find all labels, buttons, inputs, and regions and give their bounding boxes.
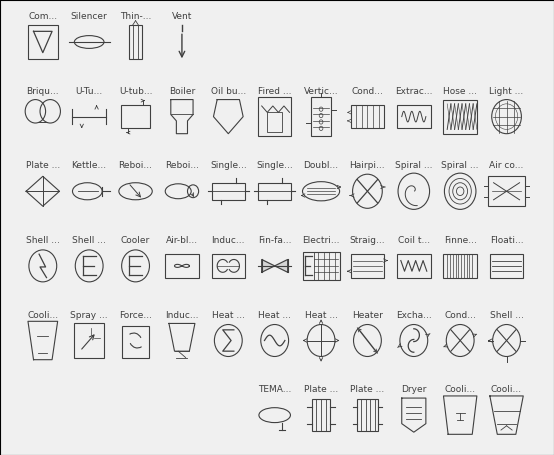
Text: Com...: Com... bbox=[28, 12, 58, 21]
Text: Finne...: Finne... bbox=[444, 236, 476, 245]
Bar bbox=[133, 25, 138, 59]
Text: Thin-...: Thin-... bbox=[120, 12, 151, 21]
Polygon shape bbox=[169, 324, 195, 351]
Text: Floati...: Floati... bbox=[490, 236, 524, 245]
Text: Air co...: Air co... bbox=[489, 162, 524, 171]
Text: Cond...: Cond... bbox=[444, 311, 476, 320]
Ellipse shape bbox=[74, 35, 104, 48]
Bar bbox=[311, 97, 331, 136]
Bar bbox=[488, 177, 525, 206]
Bar bbox=[490, 254, 524, 278]
Text: Reboi...: Reboi... bbox=[119, 162, 152, 171]
Text: Cooli...: Cooli... bbox=[491, 385, 522, 394]
Text: Hairpi...: Hairpi... bbox=[350, 162, 385, 171]
Text: Coil t...: Coil t... bbox=[398, 236, 430, 245]
Polygon shape bbox=[261, 259, 275, 272]
Bar bbox=[357, 399, 378, 431]
Text: Heat ...: Heat ... bbox=[258, 311, 291, 320]
Text: Silencer: Silencer bbox=[71, 12, 107, 21]
Bar bbox=[267, 112, 282, 131]
Bar bbox=[397, 105, 430, 128]
Bar bbox=[258, 97, 291, 136]
Polygon shape bbox=[402, 398, 426, 432]
Text: Spiral ...: Spiral ... bbox=[442, 162, 479, 171]
Bar bbox=[312, 399, 330, 431]
Text: Electri...: Electri... bbox=[302, 236, 340, 245]
Text: Heat ...: Heat ... bbox=[212, 311, 245, 320]
Text: Air-bl...: Air-bl... bbox=[166, 236, 198, 245]
Polygon shape bbox=[490, 396, 524, 435]
Ellipse shape bbox=[259, 408, 290, 423]
Text: Light ...: Light ... bbox=[489, 87, 524, 96]
Polygon shape bbox=[213, 100, 243, 134]
Text: Plate ...: Plate ... bbox=[25, 162, 60, 171]
Text: Induc...: Induc... bbox=[212, 236, 245, 245]
Text: Cooli...: Cooli... bbox=[445, 385, 476, 394]
Polygon shape bbox=[28, 321, 58, 360]
Text: Spray ...: Spray ... bbox=[70, 311, 108, 320]
Bar bbox=[165, 254, 199, 278]
Text: Shell ...: Shell ... bbox=[26, 236, 60, 245]
Text: Cooli...: Cooli... bbox=[27, 311, 58, 320]
Text: Force...: Force... bbox=[119, 311, 152, 320]
Text: TEMA...: TEMA... bbox=[258, 385, 291, 394]
Bar bbox=[444, 254, 477, 278]
Text: Excha...: Excha... bbox=[396, 311, 432, 320]
Text: U-tub...: U-tub... bbox=[119, 87, 152, 96]
Text: Single...: Single... bbox=[257, 162, 293, 171]
Polygon shape bbox=[275, 259, 288, 272]
Text: Vertic...: Vertic... bbox=[304, 87, 338, 96]
Bar bbox=[122, 326, 150, 358]
Text: Kettle...: Kettle... bbox=[71, 162, 107, 171]
Text: Single...: Single... bbox=[210, 162, 247, 171]
Text: Shell ...: Shell ... bbox=[72, 236, 106, 245]
Text: Heat ...: Heat ... bbox=[305, 311, 337, 320]
Text: Extrac...: Extrac... bbox=[395, 87, 433, 96]
Bar bbox=[258, 183, 291, 200]
Bar bbox=[74, 324, 104, 358]
Bar bbox=[397, 254, 430, 278]
Bar bbox=[121, 105, 150, 128]
Bar bbox=[351, 254, 384, 278]
Text: Reboi...: Reboi... bbox=[165, 162, 199, 171]
Text: Cond...: Cond... bbox=[351, 87, 383, 96]
Text: Oil bu...: Oil bu... bbox=[211, 87, 246, 96]
Text: Shell ...: Shell ... bbox=[490, 311, 524, 320]
Bar bbox=[129, 25, 142, 59]
Text: Briqu...: Briqu... bbox=[27, 87, 59, 96]
Text: Plate ...: Plate ... bbox=[304, 385, 338, 394]
Text: Fired ...: Fired ... bbox=[258, 87, 291, 96]
Bar bbox=[28, 25, 58, 59]
Bar bbox=[444, 100, 477, 134]
Text: Hose ...: Hose ... bbox=[443, 87, 477, 96]
Text: Plate ...: Plate ... bbox=[350, 385, 384, 394]
Polygon shape bbox=[171, 100, 193, 134]
Text: Induc...: Induc... bbox=[165, 311, 199, 320]
Polygon shape bbox=[444, 396, 477, 435]
Text: Fin-fa...: Fin-fa... bbox=[258, 236, 291, 245]
Text: U-Tu...: U-Tu... bbox=[75, 87, 103, 96]
Bar bbox=[212, 254, 245, 278]
Text: Vent: Vent bbox=[172, 12, 192, 21]
Text: Doubl...: Doubl... bbox=[304, 162, 338, 171]
Bar bbox=[351, 105, 384, 128]
Bar bbox=[212, 183, 245, 200]
Text: Dryer: Dryer bbox=[401, 385, 427, 394]
Text: Boiler: Boiler bbox=[169, 87, 195, 96]
Text: Cooler: Cooler bbox=[121, 236, 150, 245]
Text: Straig...: Straig... bbox=[350, 236, 385, 245]
Text: Spiral ...: Spiral ... bbox=[395, 162, 433, 171]
Text: Heater: Heater bbox=[352, 311, 383, 320]
Bar bbox=[302, 252, 340, 280]
